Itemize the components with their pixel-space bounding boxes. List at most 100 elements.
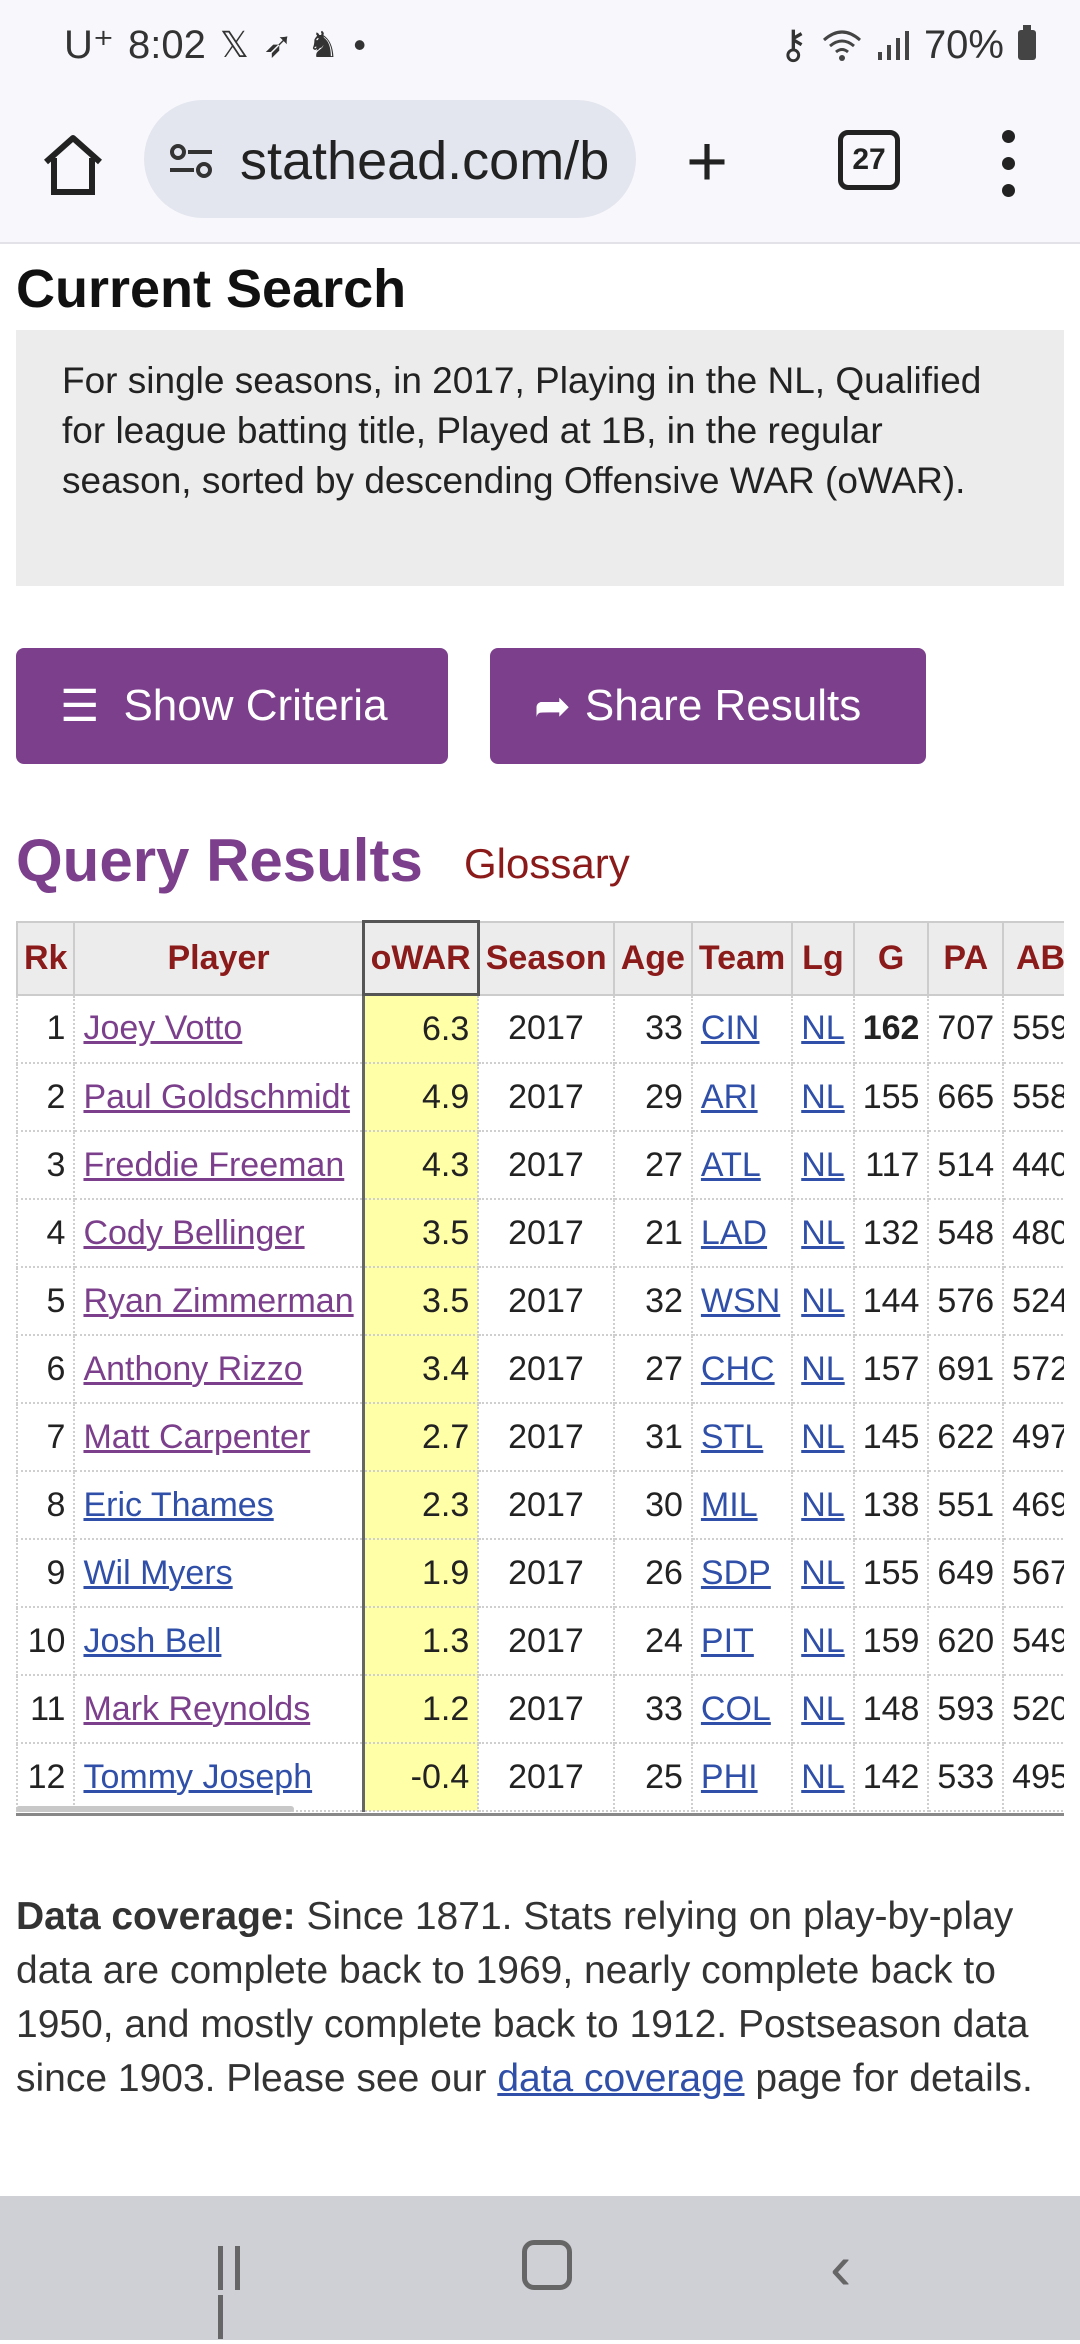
player-link[interactable]: Freddie Freeman [83, 1145, 345, 1184]
team-link[interactable]: COL [700, 1689, 771, 1728]
cell-ab: 559 [1002, 993, 1064, 1064]
data-coverage-link[interactable]: data coverage [497, 2057, 745, 2100]
cell-ab: 520 [1002, 1674, 1064, 1744]
league-link[interactable]: NL [801, 1145, 845, 1184]
new-tab-icon[interactable]: + [686, 122, 729, 202]
team-link[interactable]: ARI [700, 1077, 758, 1116]
cell-ab: 440 [1002, 1130, 1064, 1200]
team-link[interactable]: CHC [700, 1349, 775, 1388]
cell-season: 2017 [477, 1538, 615, 1608]
header-g[interactable]: G [852, 920, 930, 996]
cell-rk: 6 [16, 1334, 76, 1404]
league-link[interactable]: NL [801, 1009, 845, 1048]
league-link[interactable]: NL [801, 1485, 845, 1524]
table-row: 9 Wil Myers 1.9 2017 26 SDP NL 155 649 567 [16, 1538, 1064, 1608]
cell-age: 31 [612, 1402, 693, 1472]
team-link[interactable]: PHI [700, 1757, 758, 1796]
address-bar[interactable]: stathead.com/b [144, 100, 636, 218]
more-menu-icon[interactable] [998, 130, 1018, 204]
url-text[interactable]: stathead.com/b [240, 131, 610, 191]
cell-ab: 497 [1002, 1402, 1064, 1472]
team-link[interactable]: LAD [700, 1213, 768, 1252]
data-coverage-note: Data coverage: Since 1871. Stats relying… [16, 1890, 1056, 2106]
player-link[interactable]: Wil Myers [83, 1553, 233, 1592]
player-link[interactable]: Josh Bell [83, 1621, 222, 1660]
league-link[interactable]: NL [801, 1349, 845, 1388]
cell-player: Wil Myers [73, 1538, 365, 1608]
league-link[interactable]: NL [801, 1077, 845, 1116]
league-link[interactable]: NL [801, 1553, 845, 1592]
share-results-button[interactable]: ➦ Share Results [490, 648, 926, 764]
header-age[interactable]: Age [612, 920, 693, 996]
cell-owar: 3.5 [362, 1198, 480, 1268]
league-link[interactable]: NL [801, 1757, 845, 1796]
header-pa[interactable]: PA [927, 920, 1005, 996]
browser-toolbar: stathead.com/b + 27 [0, 96, 1080, 244]
bird-icon: ➶ [262, 24, 294, 65]
team-link[interactable]: STL [700, 1417, 764, 1456]
header-lg[interactable]: Lg [791, 920, 855, 996]
league-link[interactable]: NL [801, 1281, 845, 1320]
league-link[interactable]: NL [801, 1213, 845, 1252]
player-link[interactable]: Joey Votto [83, 1009, 243, 1048]
team-link[interactable]: MIL [700, 1485, 758, 1524]
cell-season: 2017 [477, 1266, 615, 1336]
home-nav-icon[interactable] [522, 2240, 572, 2290]
header-season[interactable]: Season [477, 920, 615, 996]
player-link[interactable]: Paul Goldschmidt [83, 1077, 350, 1116]
cell-team: ATL [690, 1130, 794, 1200]
player-link[interactable]: Ryan Zimmerman [83, 1281, 354, 1320]
cell-g: 162 [852, 993, 930, 1064]
cell-g: 117 [852, 1130, 930, 1200]
team-link[interactable]: CIN [700, 1009, 760, 1048]
tab-switcher-button[interactable]: 27 [838, 130, 900, 190]
glossary-link[interactable]: Glossary [464, 840, 630, 887]
player-link[interactable]: Eric Thames [83, 1485, 274, 1524]
cell-season: 2017 [477, 1198, 615, 1268]
cell-pa: 622 [927, 1402, 1005, 1472]
team-link[interactable]: ATL [700, 1145, 761, 1184]
table-row: 12 Tommy Joseph -0.4 2017 25 PHI NL 142 533 495 [16, 1742, 1064, 1812]
results-table-container[interactable]: Rk Player oWAR Season Age Team Lg G PA A… [16, 920, 1064, 1816]
cell-rk: 12 [16, 1742, 76, 1812]
table-row: 8 Eric Thames 2.3 2017 30 MIL NL 138 551 469 [16, 1470, 1064, 1540]
player-link[interactable]: Tommy Joseph [83, 1757, 313, 1796]
status-bar: U⁺ 8:02 𝕏 ➶ ♞ • ⚷ 70% [0, 0, 1080, 96]
header-owar[interactable]: oWAR [361, 920, 480, 996]
x-icon: 𝕏 [219, 24, 249, 65]
cell-g: 145 [852, 1402, 930, 1472]
header-player[interactable]: Player [73, 920, 365, 996]
current-search-heading: Current Search [16, 259, 407, 319]
cell-ab: 524 [1002, 1266, 1064, 1336]
cell-g: 155 [852, 1062, 930, 1132]
cell-player: Eric Thames [73, 1470, 365, 1540]
header-ab[interactable]: AB [1002, 920, 1064, 996]
cell-pa: 593 [927, 1674, 1005, 1744]
cell-lg: NL [791, 1606, 855, 1676]
cell-pa: 576 [927, 1266, 1005, 1336]
player-link[interactable]: Matt Carpenter [83, 1417, 311, 1456]
table-horizontal-scrollbar[interactable] [16, 1806, 294, 1812]
header-team[interactable]: Team [690, 920, 794, 996]
site-settings-icon[interactable] [166, 136, 216, 186]
cell-pa: 551 [927, 1470, 1005, 1540]
home-icon[interactable] [38, 130, 108, 200]
cell-age: 33 [612, 1674, 693, 1744]
league-link[interactable]: NL [801, 1689, 845, 1728]
team-link[interactable]: SDP [700, 1553, 771, 1592]
cell-age: 33 [612, 993, 693, 1064]
player-link[interactable]: Mark Reynolds [83, 1689, 311, 1728]
cell-pa: 620 [927, 1606, 1005, 1676]
header-rk[interactable]: Rk [16, 920, 76, 996]
show-criteria-button[interactable]: ☰ Show Criteria [16, 648, 448, 764]
cell-player: Tommy Joseph [73, 1742, 365, 1812]
team-link[interactable]: WSN [700, 1281, 781, 1320]
league-link[interactable]: NL [801, 1621, 845, 1660]
player-link[interactable]: Anthony Rizzo [83, 1349, 303, 1388]
player-link[interactable]: Cody Bellinger [83, 1213, 305, 1252]
team-link[interactable]: PIT [700, 1621, 754, 1660]
cell-season: 2017 [477, 1130, 615, 1200]
recents-icon[interactable] [218, 2246, 268, 2339]
back-icon[interactable]: ‹ [830, 2231, 852, 2303]
league-link[interactable]: NL [801, 1417, 845, 1456]
